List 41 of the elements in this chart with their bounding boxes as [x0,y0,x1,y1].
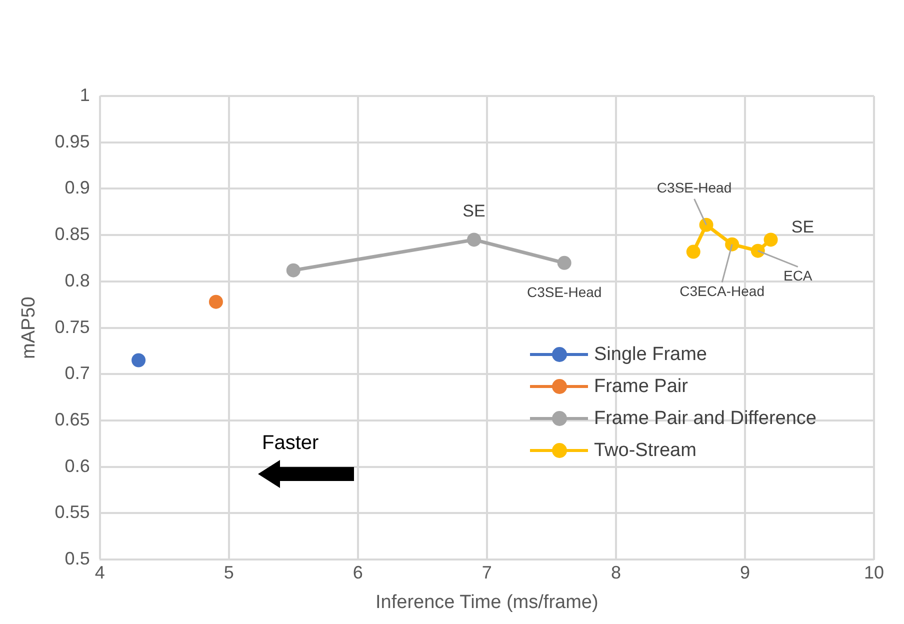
legend-label: Frame Pair and Difference [594,408,816,430]
point [750,244,765,258]
point [686,244,700,259]
point [699,218,714,232]
legend-label: Frame Pair [594,376,688,398]
point [557,256,572,270]
y-tick-label: 1 [80,84,90,105]
y-tick-label: 0.5 [64,548,90,569]
annotation: Faster [262,432,319,455]
y-tick-label: 0.55 [54,502,90,522]
annotation: SE [462,201,486,220]
point [132,353,146,368]
y-axis-title: mAP50 [18,296,40,359]
y-tick-label: 0.8 [64,270,90,290]
legend-label: Two-Stream [594,440,696,462]
x-tick-label: 5 [224,562,234,582]
x-tick-label: 10 [864,562,884,582]
y-tick-label: 0.65 [54,409,90,430]
x-axis-title: Inference Time (ms/frame) [376,592,598,613]
x-tick-label: 7 [482,562,492,582]
y-tick-label: 0.85 [54,224,90,244]
x-tick-label: 9 [740,562,750,582]
x-tick-label: 4 [94,562,105,582]
x-tick-label: 8 [610,562,621,582]
annotation: C3SE-Head [526,284,602,300]
point [208,294,223,309]
y-tick-label: 0.7 [64,363,90,384]
x-tick-label: 6 [352,562,363,582]
legend-label: Single Frame [594,344,707,366]
y-tick-label: 0.75 [54,316,90,337]
annotation: C3ECA-Head [680,283,764,300]
annotation: SE [791,217,814,236]
point [764,232,778,247]
y-tick-label: 0.95 [54,131,90,152]
point [467,232,482,247]
point [725,237,740,252]
y-tick-label: 0.6 [64,456,90,476]
annotation: C3SE-Head [656,180,732,196]
point [286,263,300,278]
annotation: ECA [783,268,813,284]
y-tick-label: 0.9 [64,178,90,198]
